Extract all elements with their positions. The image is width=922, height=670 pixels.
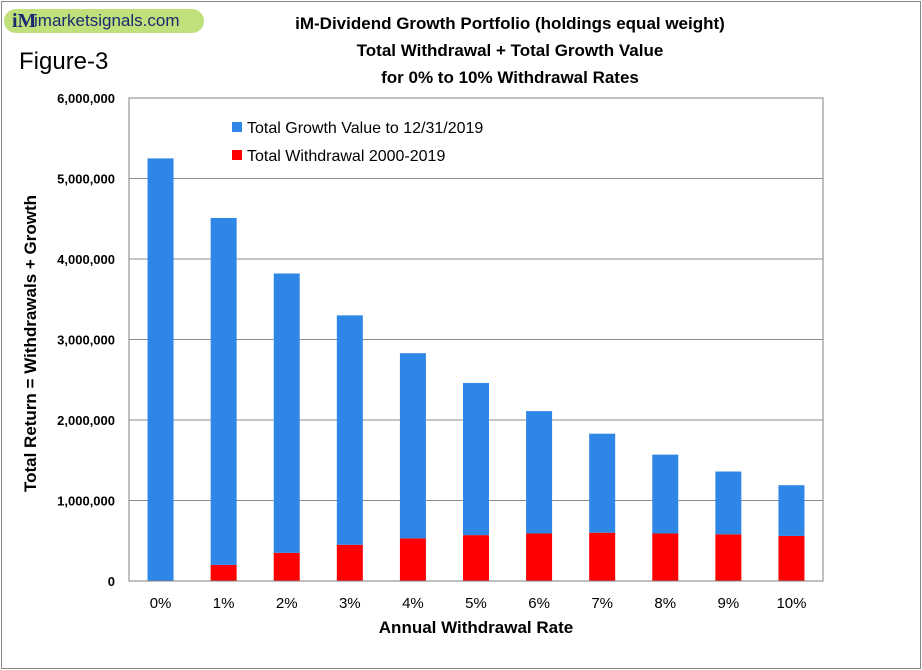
logo-text: imarketsignals.com xyxy=(34,11,180,30)
bar-growth xyxy=(210,217,237,565)
x-tick-label: 0% xyxy=(150,595,172,612)
y-axis-title: Total Return = Withdrawals + Growth xyxy=(21,195,40,492)
x-tick-label: 7% xyxy=(591,595,613,612)
chart-title-line-1: iM-Dividend Growth Portfolio (holdings e… xyxy=(295,14,725,33)
x-axis-title: Annual Withdrawal Rate xyxy=(379,618,573,637)
chart-title-line-3: for 0% to 10% Withdrawal Rates xyxy=(381,68,639,87)
bar-growth xyxy=(778,485,805,536)
x-tick-label: 2% xyxy=(276,595,298,612)
bar-withdrawal xyxy=(399,538,426,581)
logo[interactable]: iM imarketsignals.com xyxy=(4,9,204,33)
x-tick-label: 6% xyxy=(528,595,550,612)
chart-title-line-2: Total Withdrawal + Total Growth Value xyxy=(356,41,664,60)
bar-growth xyxy=(589,433,616,533)
y-tick-label: 1,000,000 xyxy=(57,494,115,509)
bar-withdrawal xyxy=(778,535,805,581)
bar-withdrawal xyxy=(463,535,489,581)
bar-growth xyxy=(399,353,426,539)
y-tick-label: 2,000,000 xyxy=(57,413,115,428)
bar-withdrawal xyxy=(526,533,553,581)
legend-swatch-growth xyxy=(232,122,242,132)
y-tick-label: 4,000,000 xyxy=(57,252,115,267)
bar-withdrawal xyxy=(715,534,742,581)
figure-label: Figure-3 xyxy=(19,48,109,75)
bar-withdrawal xyxy=(652,533,679,581)
bar-growth xyxy=(336,315,363,545)
bar-growth xyxy=(147,158,174,581)
bar-withdrawal xyxy=(336,544,363,581)
x-tick-label: 4% xyxy=(402,595,424,612)
legend-label-withdrawal: Total Withdrawal 2000-2019 xyxy=(247,148,445,165)
bar-growth xyxy=(273,273,300,553)
bar-withdrawal xyxy=(589,532,616,581)
bar-withdrawal xyxy=(210,564,237,581)
plot-area-border xyxy=(128,97,824,582)
x-tick-label: 3% xyxy=(339,595,361,612)
x-tick-label: 9% xyxy=(718,595,740,612)
x-tick-labels: 0% 1% 2% 3% 4% 5% 6% 7% 8% 9% 10% xyxy=(150,595,807,612)
legend-swatch-withdrawal xyxy=(232,150,242,160)
y-tick-label: 5,000,000 xyxy=(57,172,115,187)
y-tick-label: 0 xyxy=(108,574,115,589)
x-tick-label: 8% xyxy=(654,595,676,612)
bar-withdrawal xyxy=(273,552,300,581)
x-tick-label: 10% xyxy=(776,595,806,612)
logo-mark: iM xyxy=(12,10,37,32)
bar-growth xyxy=(715,471,742,535)
bar-growth xyxy=(652,454,679,534)
legend-label-growth: Total Growth Value to 12/31/2019 xyxy=(247,120,483,137)
y-tick-labels: 0 1,000,000 2,000,000 3,000,000 4,000,000 5,0… xyxy=(57,91,115,589)
bar-growth xyxy=(526,411,553,534)
bars xyxy=(147,158,805,581)
legend: Total Growth Value to 12/31/2019 Total W… xyxy=(232,120,483,165)
bar-growth xyxy=(463,382,489,536)
y-tick-label: 3,000,000 xyxy=(57,333,115,348)
x-tick-label: 5% xyxy=(465,595,487,612)
y-tick-label: 6,000,000 xyxy=(57,91,115,106)
x-tick-label: 1% xyxy=(213,595,235,612)
